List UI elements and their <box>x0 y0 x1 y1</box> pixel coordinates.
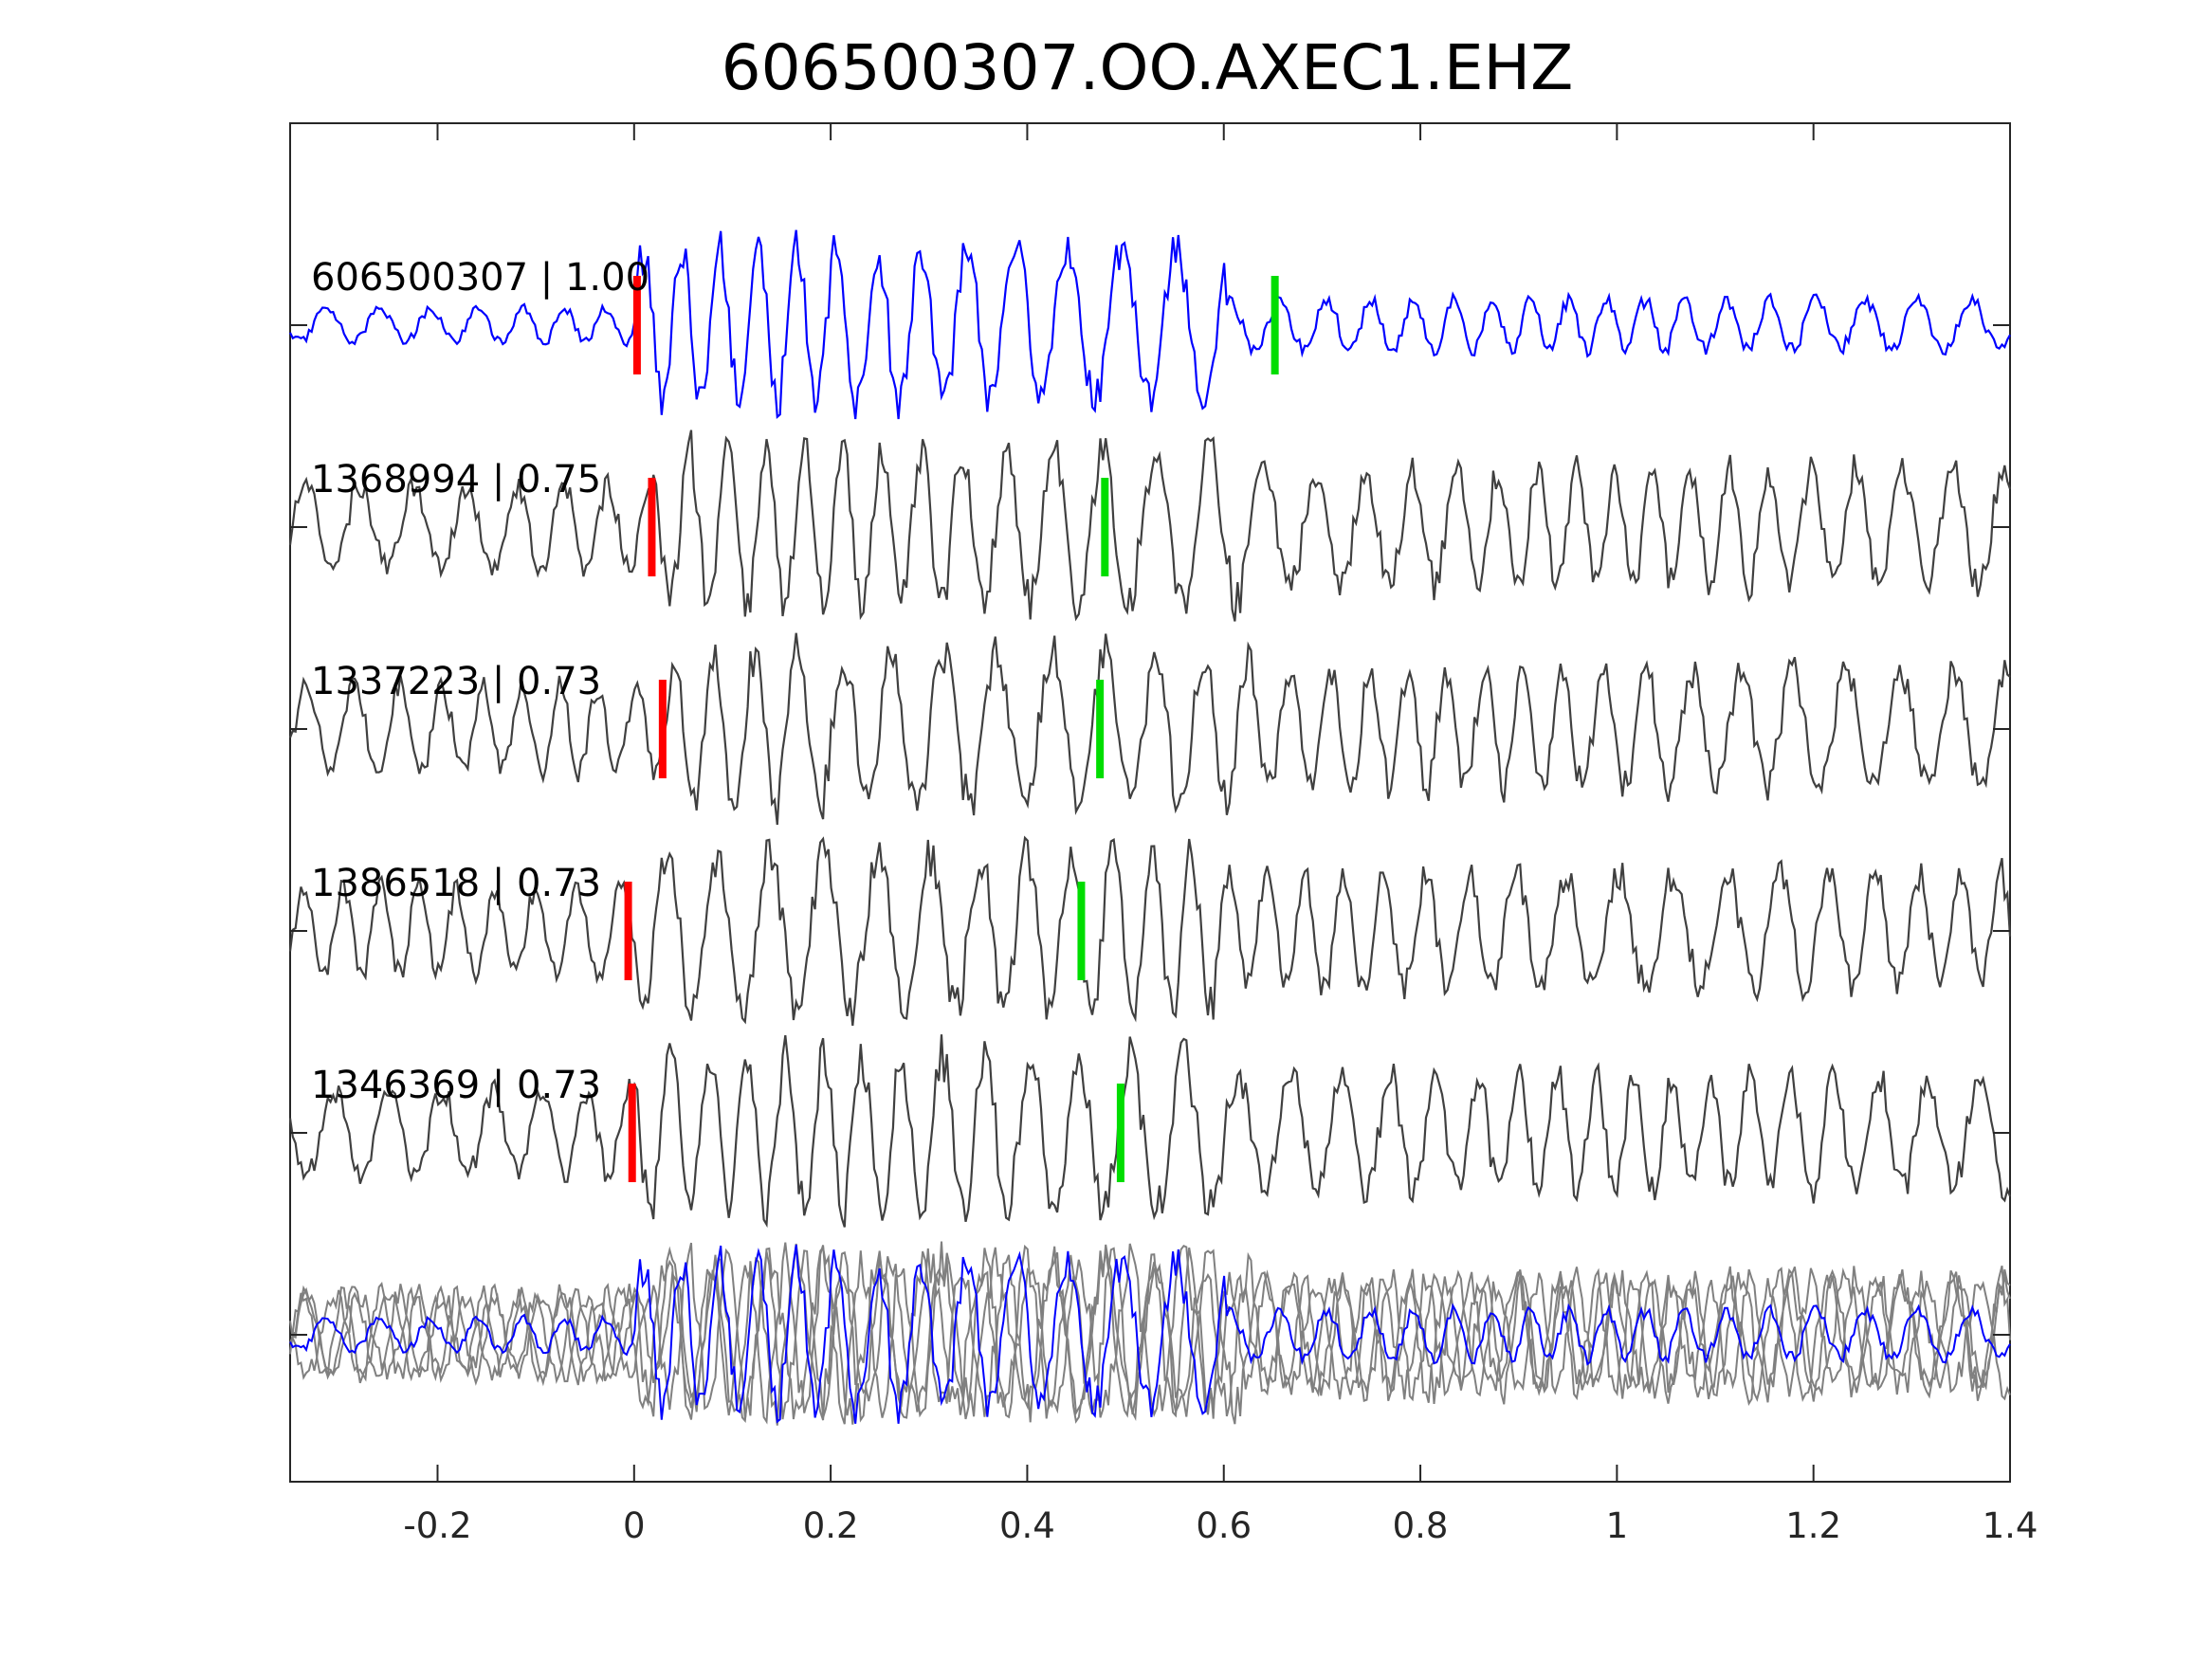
trace-label: 1368994 | 0.75 <box>311 458 601 501</box>
axes-frame <box>289 122 2011 1483</box>
overlay-template-line <box>289 1244 2011 1424</box>
trace-label: 1346369 | 0.73 <box>311 1064 601 1107</box>
x-tick-label: -0.2 <box>403 1505 471 1546</box>
trace-label: 1337223 | 0.73 <box>311 660 601 703</box>
overlay-match-line <box>289 1244 2011 1425</box>
trace-group <box>288 229 2012 1229</box>
x-tick-label: 1.2 <box>1785 1505 1841 1546</box>
s-pick-marker <box>1077 882 1086 980</box>
p-pick-marker <box>628 1084 636 1182</box>
s-pick-marker <box>1116 1084 1124 1182</box>
x-tick-label: 0.8 <box>1393 1505 1449 1546</box>
trace-labels: 606500307 | 1.00 1368994 | 0.75 1337223 | … <box>311 256 649 1107</box>
plot-area <box>289 122 2011 1483</box>
x-tick-label: 0.4 <box>999 1505 1055 1546</box>
trace-label: 606500307 | 1.00 <box>311 256 649 300</box>
overlay-match-line <box>289 1243 2011 1426</box>
overlay-stack <box>289 1241 2011 1426</box>
s-pick-marker <box>1271 276 1279 374</box>
p-pick-marker <box>658 680 667 778</box>
x-tick-label: 1.4 <box>1983 1505 2038 1546</box>
trace-line <box>288 429 2012 622</box>
x-tick-label: 1 <box>1606 1505 1629 1546</box>
trace-line <box>288 835 2012 1027</box>
x-tick-label: 0.6 <box>1196 1505 1252 1546</box>
overlay-match-line <box>289 1242 2011 1425</box>
p-pick-marker <box>632 276 641 374</box>
p-pick-marker <box>624 882 632 980</box>
x-tick-label: 0 <box>623 1505 646 1546</box>
trace-line <box>288 632 2011 826</box>
trace-line <box>288 1034 2012 1229</box>
trace-label: 1386518 | 0.73 <box>311 862 601 905</box>
chart-title: 606500307.OO.AXEC1.EHZ <box>722 31 1574 104</box>
x-axis-ticks: -0.2 0 0.2 0.4 0.6 0.8 1 1.2 1.4 <box>403 123 2038 1546</box>
p-pick-marker <box>648 478 656 576</box>
s-pick-marker <box>1101 478 1109 576</box>
trace-line <box>289 229 2011 420</box>
s-pick-marker <box>1096 680 1105 778</box>
x-tick-label: 0.2 <box>803 1505 859 1546</box>
